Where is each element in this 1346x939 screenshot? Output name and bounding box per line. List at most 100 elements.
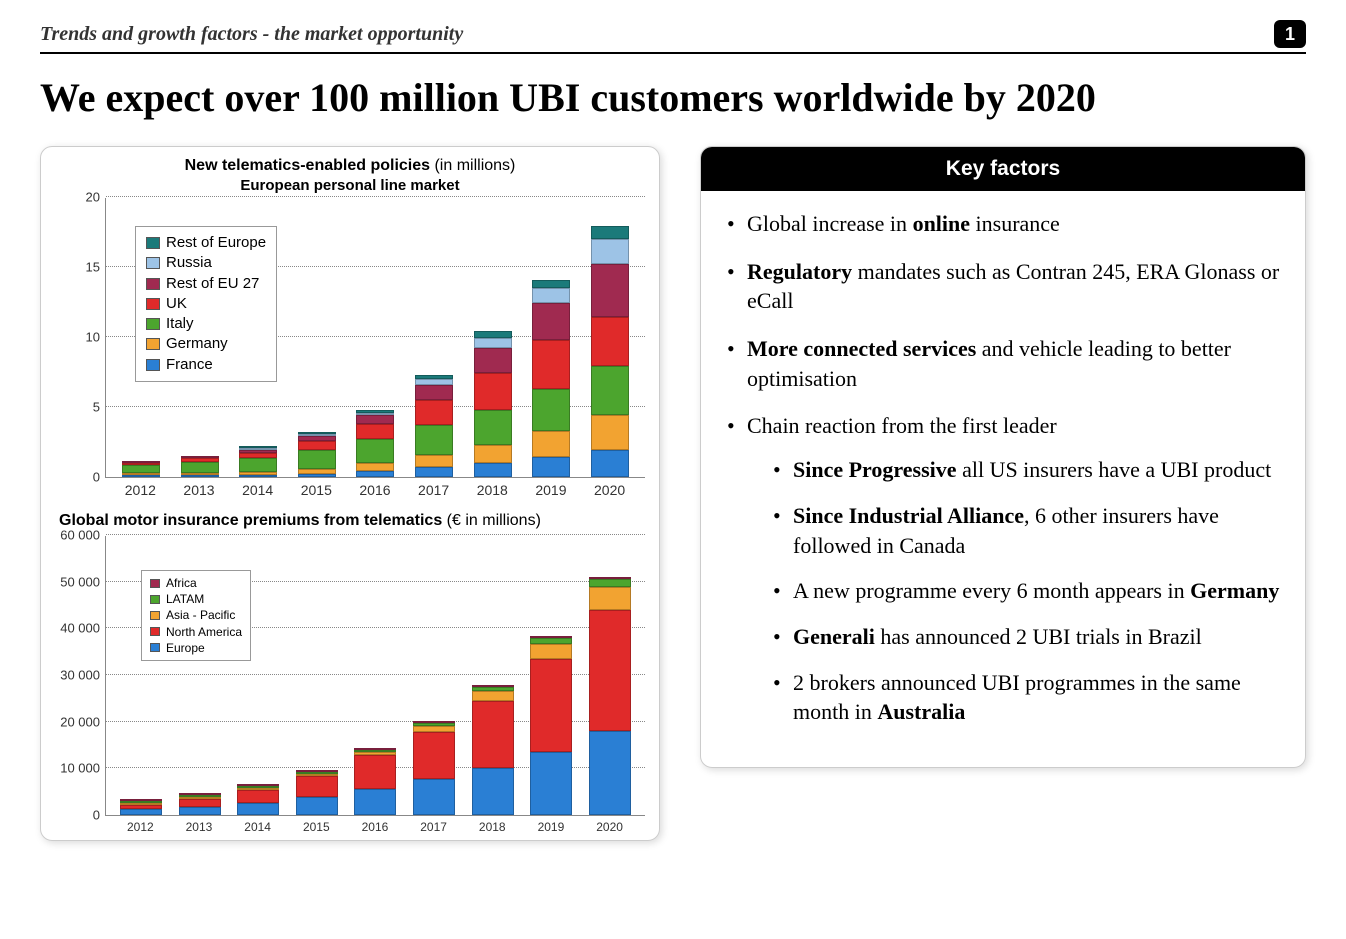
- key-factor-item: Global increase in online insurance: [723, 209, 1283, 239]
- legend-label: Russia: [166, 253, 212, 273]
- chart-box: New telematics-enabled policies (in mill…: [40, 146, 660, 841]
- bar-segment: [591, 317, 629, 366]
- bar-segment: [356, 439, 394, 463]
- bar: [354, 748, 396, 815]
- bar-segment: [122, 465, 160, 473]
- bar-segment: [591, 366, 629, 415]
- bar: [589, 577, 631, 815]
- chart2-title: Global motor insurance premiums from tel…: [59, 512, 645, 530]
- key-factor-sublist: Since Progressive all US insurers have a…: [747, 455, 1283, 727]
- chart2-area: 010 00020 00030 00040 00050 00060 000 20…: [55, 536, 645, 834]
- legend-swatch: [150, 595, 160, 604]
- bar-segment: [472, 691, 514, 700]
- legend-label: France: [166, 355, 213, 375]
- breadcrumb: Trends and growth factors - the market o…: [40, 23, 463, 46]
- legend-swatch: [146, 359, 160, 371]
- page-number-badge: 1: [1274, 20, 1306, 48]
- x-tick-label: 2017: [418, 482, 449, 498]
- bar-segment: [474, 331, 512, 338]
- grid-line: [106, 196, 645, 197]
- bar: [532, 280, 570, 477]
- x-tick-label: 2015: [303, 820, 330, 834]
- bar-segment: [474, 410, 512, 445]
- legend-item: North America: [150, 624, 242, 640]
- bar-segment: [356, 424, 394, 439]
- y-tick-label: 50 000: [56, 574, 100, 589]
- y-tick-label: 5: [56, 400, 100, 415]
- x-tick-label: 2020: [596, 820, 623, 834]
- bar-segment: [591, 239, 629, 264]
- bar: [179, 793, 221, 815]
- y-tick-label: 15: [56, 260, 100, 275]
- legend-item: Asia - Pacific: [150, 607, 242, 623]
- bar-segment: [532, 389, 570, 431]
- bar-segment: [589, 731, 631, 815]
- bar: [413, 721, 455, 815]
- key-factors-column: Key factors Global increase in online in…: [700, 146, 1306, 841]
- bar-segment: [179, 807, 221, 815]
- legend-item: Russia: [146, 253, 266, 273]
- bar-segment: [589, 587, 631, 609]
- key-factors-header: Key factors: [701, 147, 1305, 191]
- legend-label: Europe: [166, 640, 205, 656]
- bar-segment: [237, 803, 279, 815]
- legend-swatch: [146, 257, 160, 269]
- bar-segment: [120, 809, 162, 815]
- legend-label: Germany: [166, 334, 228, 354]
- bar-segment: [532, 280, 570, 288]
- content-area: New telematics-enabled policies (in mill…: [40, 146, 1306, 841]
- bar-segment: [122, 475, 160, 477]
- bar-segment: [415, 425, 453, 454]
- bar-segment: [239, 458, 277, 472]
- y-tick-label: 20: [56, 190, 100, 205]
- chart1-title: New telematics-enabled policies (in mill…: [55, 157, 645, 175]
- bar-segment: [179, 799, 221, 806]
- bar-segment: [237, 790, 279, 803]
- bar-segment: [591, 264, 629, 317]
- key-factor-item: Chain reaction from the first leaderSinc…: [723, 411, 1283, 727]
- bar-segment: [532, 303, 570, 339]
- grid-line: [106, 534, 645, 535]
- key-factor-subitem: Generali has announced 2 UBI trials in B…: [769, 622, 1283, 652]
- bar-segment: [415, 385, 453, 400]
- bar-segment: [472, 701, 514, 769]
- legend-swatch: [146, 298, 160, 310]
- legend-item: France: [146, 355, 266, 375]
- bar-segment: [530, 752, 572, 815]
- bar-segment: [356, 415, 394, 423]
- x-tick-label: 2018: [479, 820, 506, 834]
- bar-segment: [356, 471, 394, 477]
- key-factors-body: Global increase in online insuranceRegul…: [701, 191, 1305, 767]
- legend-label: Africa: [166, 575, 197, 591]
- legend-item: LATAM: [150, 591, 242, 607]
- legend-item: Germany: [146, 334, 266, 354]
- legend-item: Rest of Europe: [146, 233, 266, 253]
- bar-segment: [474, 338, 512, 348]
- legend-label: Rest of Europe: [166, 233, 266, 253]
- key-factor-item: More connected services and vehicle lead…: [723, 334, 1283, 393]
- legend-swatch: [150, 611, 160, 620]
- bar-segment: [474, 348, 512, 373]
- bar: [181, 456, 219, 477]
- legend-label: Asia - Pacific: [166, 607, 235, 623]
- legend-swatch: [146, 237, 160, 249]
- page-title: We expect over 100 million UBI customers…: [40, 74, 1306, 122]
- bar-segment: [413, 779, 455, 815]
- legend-swatch: [146, 338, 160, 350]
- chart1-subtitle: European personal line market: [55, 177, 645, 194]
- legend-swatch: [150, 579, 160, 588]
- legend-label: LATAM: [166, 591, 204, 607]
- bar-segment: [415, 455, 453, 468]
- legend-item: Africa: [150, 575, 242, 591]
- bar-segment: [474, 463, 512, 477]
- bar: [237, 784, 279, 815]
- bar: [356, 410, 394, 477]
- bar-segment: [298, 474, 336, 478]
- legend-label: North America: [166, 624, 242, 640]
- bar-segment: [415, 467, 453, 477]
- bar-segment: [413, 732, 455, 779]
- legend-label: UK: [166, 294, 187, 314]
- key-factors-box: Key factors Global increase in online in…: [700, 146, 1306, 768]
- chart2-legend: AfricaLATAMAsia - PacificNorth AmericaEu…: [141, 570, 251, 661]
- x-tick-label: 2019: [535, 482, 566, 498]
